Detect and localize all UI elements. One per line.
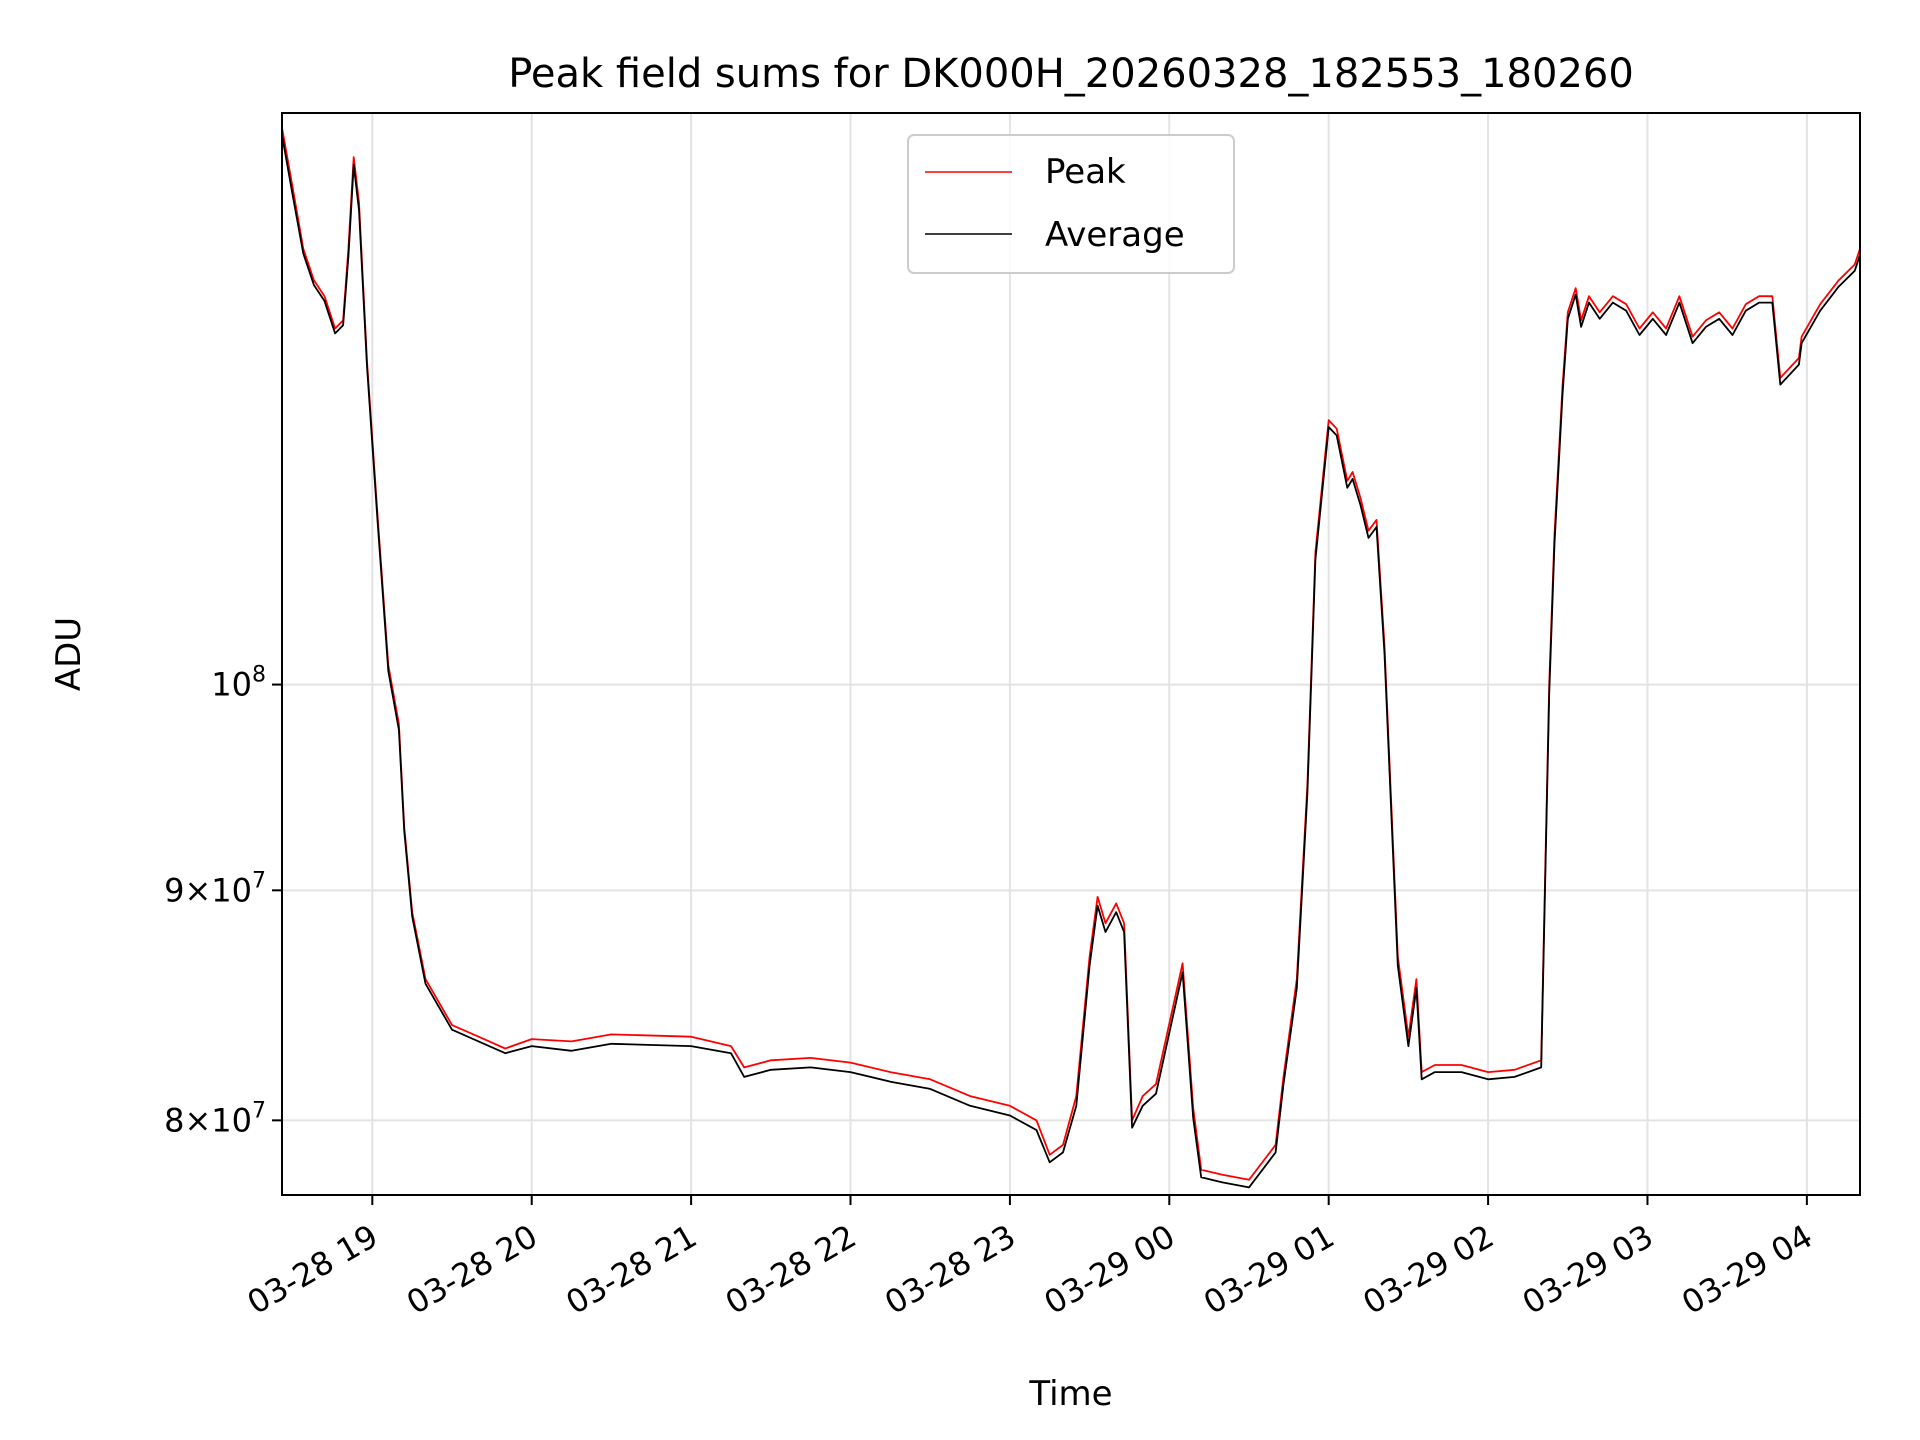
x-axis-label: Time (1028, 1374, 1112, 1414)
legend: Peak Average (907, 134, 1235, 274)
grid-lines (282, 113, 1860, 1195)
y-tick-label: 108 (211, 663, 266, 704)
legend-label-average: Average (1045, 215, 1185, 255)
legend-label-peak: Peak (1045, 152, 1126, 192)
chart-title: Peak field sums for DK000H_20260328_1825… (508, 51, 1634, 97)
plot-frame (281, 112, 1861, 1196)
y-axis-label: ADU (49, 617, 89, 691)
series-lines (282, 127, 1860, 1189)
y-tick-label: 8×107 (164, 1098, 266, 1139)
series-line-average (282, 134, 1860, 1189)
y-axis-ticks: 8×107 9×107 108 (164, 663, 282, 1139)
legend-box (907, 134, 1235, 274)
y-tick-label: 9×107 (164, 868, 266, 909)
series-line-peak (282, 127, 1860, 1181)
